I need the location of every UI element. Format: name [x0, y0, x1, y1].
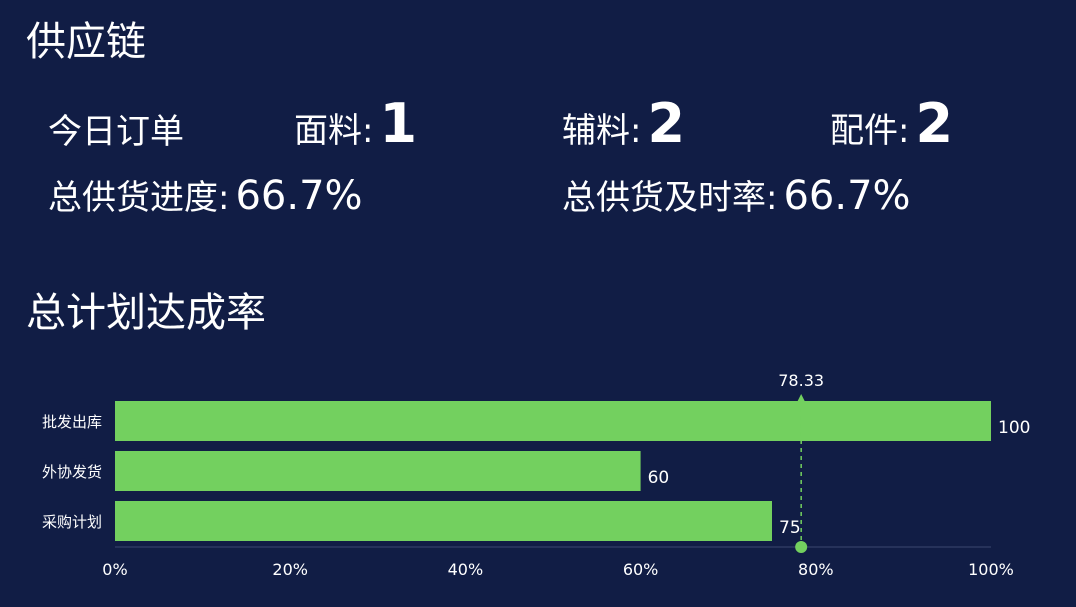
x-tick-label-4: 80% — [798, 560, 834, 579]
ontime-rate-stat: 总供货及时率: 66.7% — [562, 176, 911, 216]
supply-progress-label: 总供货进度: — [48, 178, 230, 218]
today-orders-label: 今日订单 — [48, 112, 184, 152]
accessory-value: 2 — [647, 92, 686, 155]
fabric-label: 面料: — [294, 111, 374, 151]
accessory-stat: 辅料: 2 — [562, 97, 685, 151]
plan-achievement-chart: 批发出库 100 外协发货 60 采购计划 75 0% 20% 40% 60% 80% 100% 78.… — [42, 371, 1030, 579]
x-tick-label-3: 60% — [623, 560, 659, 579]
category-label-1: 外协发货 — [42, 463, 102, 481]
category-label-0: 批发出库 — [42, 413, 102, 431]
fabric-stat: 面料: 1 — [294, 97, 417, 151]
x-tick-label-1: 20% — [272, 560, 308, 579]
plan-achievement-title: 总计划达成率 — [26, 290, 266, 336]
value-label-2: 75 — [779, 518, 801, 538]
parts-value: 2 — [915, 92, 954, 155]
x-tick-label-5: 100% — [968, 560, 1014, 579]
mark-line-start-dot — [795, 541, 808, 553]
supply-chain-title: 供应链 — [26, 19, 146, 65]
bar-2 — [115, 501, 772, 541]
supply-progress-value: 66.7% — [235, 173, 363, 219]
mark-line-arrow — [797, 394, 805, 401]
ontime-rate-value: 66.7% — [783, 173, 911, 219]
x-tick-label-0: 0% — [102, 560, 127, 579]
supply-progress-stat: 总供货进度: 66.7% — [48, 176, 363, 216]
today-orders-stat: 今日订单 — [48, 115, 184, 149]
parts-label: 配件: — [830, 111, 910, 151]
fabric-value: 1 — [379, 92, 418, 155]
ontime-rate-label: 总供货及时率: — [562, 178, 778, 218]
value-label-0: 100 — [998, 418, 1030, 438]
x-tick-label-2: 40% — [448, 560, 484, 579]
accessory-label: 辅料: — [562, 111, 642, 151]
value-label-1: 60 — [648, 468, 670, 488]
bar-1 — [115, 451, 641, 491]
category-label-2: 采购计划 — [42, 513, 102, 531]
bar-0 — [115, 401, 991, 441]
mark-line-label: 78.33 — [778, 371, 824, 390]
parts-stat: 配件: 2 — [830, 97, 953, 151]
